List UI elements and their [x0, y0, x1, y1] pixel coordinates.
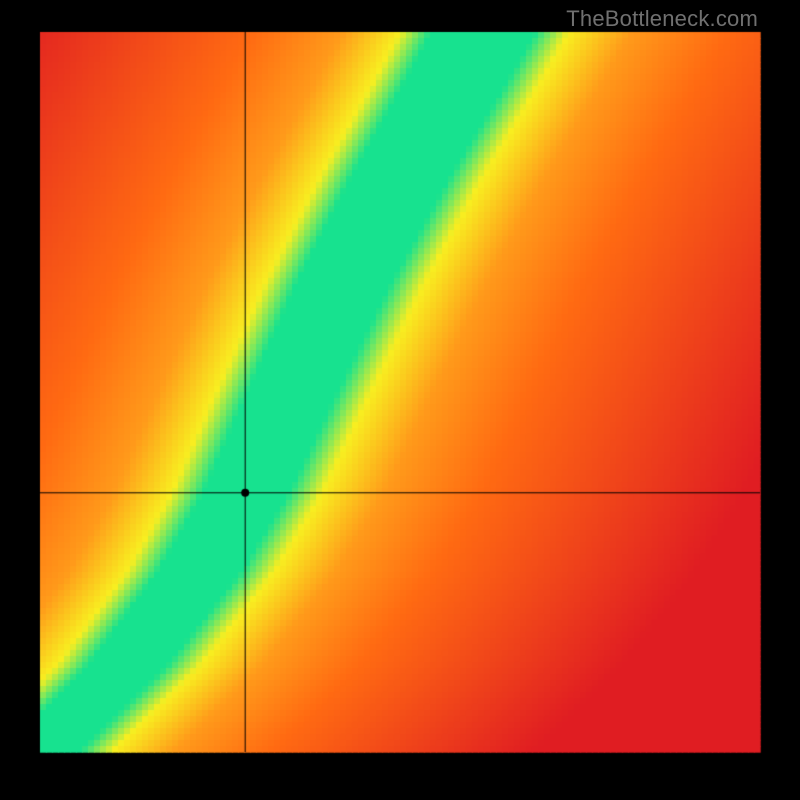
watermark-text: TheBottleneck.com [566, 6, 758, 32]
bottleneck-heatmap [0, 0, 800, 800]
